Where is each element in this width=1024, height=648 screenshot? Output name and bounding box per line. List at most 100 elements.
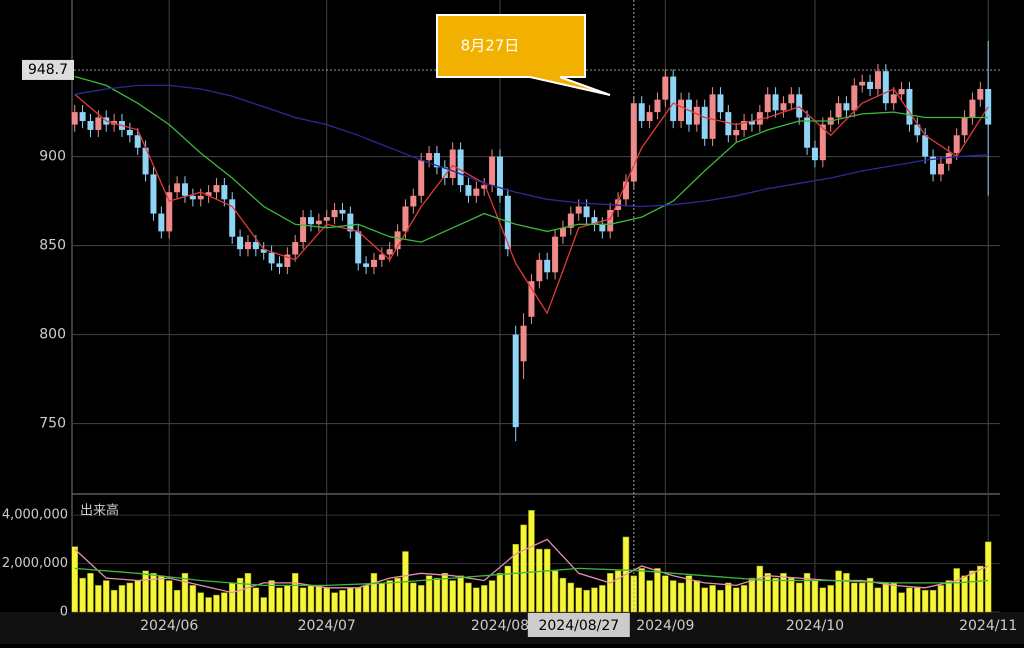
candle-body <box>457 149 464 186</box>
volume-bar <box>772 577 779 613</box>
candle-body <box>961 117 968 136</box>
volume-bar <box>433 577 441 613</box>
volume-bar <box>606 573 614 613</box>
y-tick-label: 4,000,000 <box>2 508 68 523</box>
volume-bar <box>874 587 882 613</box>
candle-body <box>741 121 748 130</box>
candle-body <box>276 263 283 267</box>
candle-body <box>347 213 354 232</box>
candle-body <box>930 156 937 175</box>
volume-bar <box>480 585 488 613</box>
volume-bar <box>551 570 559 613</box>
x-tick-label: 2024/11 <box>959 618 1017 634</box>
candle-body <box>701 106 708 139</box>
candle-body <box>835 103 842 118</box>
y-tick-label: 750 <box>39 416 66 432</box>
candle-body <box>977 88 984 100</box>
volume-bar <box>945 580 953 613</box>
volume-bar <box>788 577 795 613</box>
volume-bar <box>417 585 425 613</box>
candle-body <box>410 195 417 207</box>
candle-body <box>685 99 692 125</box>
candle-body <box>95 117 102 130</box>
candle-body <box>646 112 653 122</box>
volume-bar <box>173 589 181 613</box>
candle-body <box>748 121 755 125</box>
candle-body <box>181 183 188 196</box>
volume-bar <box>150 573 157 613</box>
candle-body <box>772 94 779 111</box>
candle-body <box>953 135 960 154</box>
volume-bar <box>323 587 330 613</box>
volume-bar <box>441 573 449 613</box>
volume-bar <box>843 573 850 613</box>
volume-bar <box>977 565 984 613</box>
volume-bar <box>866 577 874 613</box>
candle-body <box>599 224 606 232</box>
candle-body <box>174 183 181 193</box>
candle-body <box>717 94 724 113</box>
candle-body <box>496 156 503 196</box>
candle-body <box>874 71 881 89</box>
candle-body <box>937 163 944 175</box>
volume-bar <box>102 580 110 613</box>
volume-bar <box>969 570 976 613</box>
volume-bar <box>740 585 748 613</box>
volume-bar <box>701 587 708 613</box>
x-tick-label: 2024/09 <box>636 618 694 634</box>
candle-body <box>819 124 826 161</box>
volume-bar <box>276 587 283 613</box>
cursor-label-box <box>527 613 630 637</box>
candle-body <box>709 94 716 139</box>
volume-bar <box>646 580 653 613</box>
ma-line <box>74 75 989 243</box>
volume-bar <box>835 570 842 613</box>
volume-bar <box>709 585 716 613</box>
candle-body <box>244 242 251 250</box>
candle-body <box>583 206 590 218</box>
candle-body <box>134 135 141 148</box>
candle-body <box>441 167 448 178</box>
y-tick-label: 0 <box>60 605 68 620</box>
callout-box <box>436 14 611 96</box>
candle-body <box>630 103 637 182</box>
candle-body <box>315 220 322 225</box>
candle-body <box>788 94 795 104</box>
candle-body <box>662 76 669 100</box>
volume-bar <box>543 548 551 613</box>
volume-bar <box>614 570 622 613</box>
volume-bar <box>559 577 567 613</box>
volume-bar <box>536 548 543 613</box>
candle-body <box>284 254 291 267</box>
volume-bar <box>236 577 244 613</box>
candle-body <box>607 210 614 232</box>
volume-bar <box>95 585 102 613</box>
candle-body <box>898 88 905 95</box>
volume-bar <box>331 592 338 613</box>
x-tick-label: 2024/10 <box>786 618 844 634</box>
volume-bar <box>677 582 685 613</box>
candle-body <box>158 213 165 232</box>
volume-ma-line <box>74 567 989 587</box>
candle-body <box>780 103 787 111</box>
volume-bar <box>953 568 960 613</box>
volume-bar <box>362 585 370 613</box>
candle-body <box>197 195 204 200</box>
volume-bar <box>410 582 417 613</box>
candle-body <box>323 217 330 221</box>
x-axis-band <box>0 612 1024 644</box>
volume-bar <box>512 543 519 613</box>
price-label-box <box>22 59 74 80</box>
candle-body <box>693 106 700 125</box>
volume-bar <box>520 524 527 613</box>
y-tick-label: 800 <box>39 327 66 343</box>
volume-bar <box>929 589 937 613</box>
volume-bar <box>654 568 661 613</box>
candle-body <box>859 81 866 86</box>
volume-bar <box>307 585 315 613</box>
volume-bar <box>465 582 472 613</box>
volume-bar <box>528 510 535 613</box>
candle-body <box>504 195 511 250</box>
candle-body <box>882 71 889 104</box>
candle-body <box>489 156 496 186</box>
